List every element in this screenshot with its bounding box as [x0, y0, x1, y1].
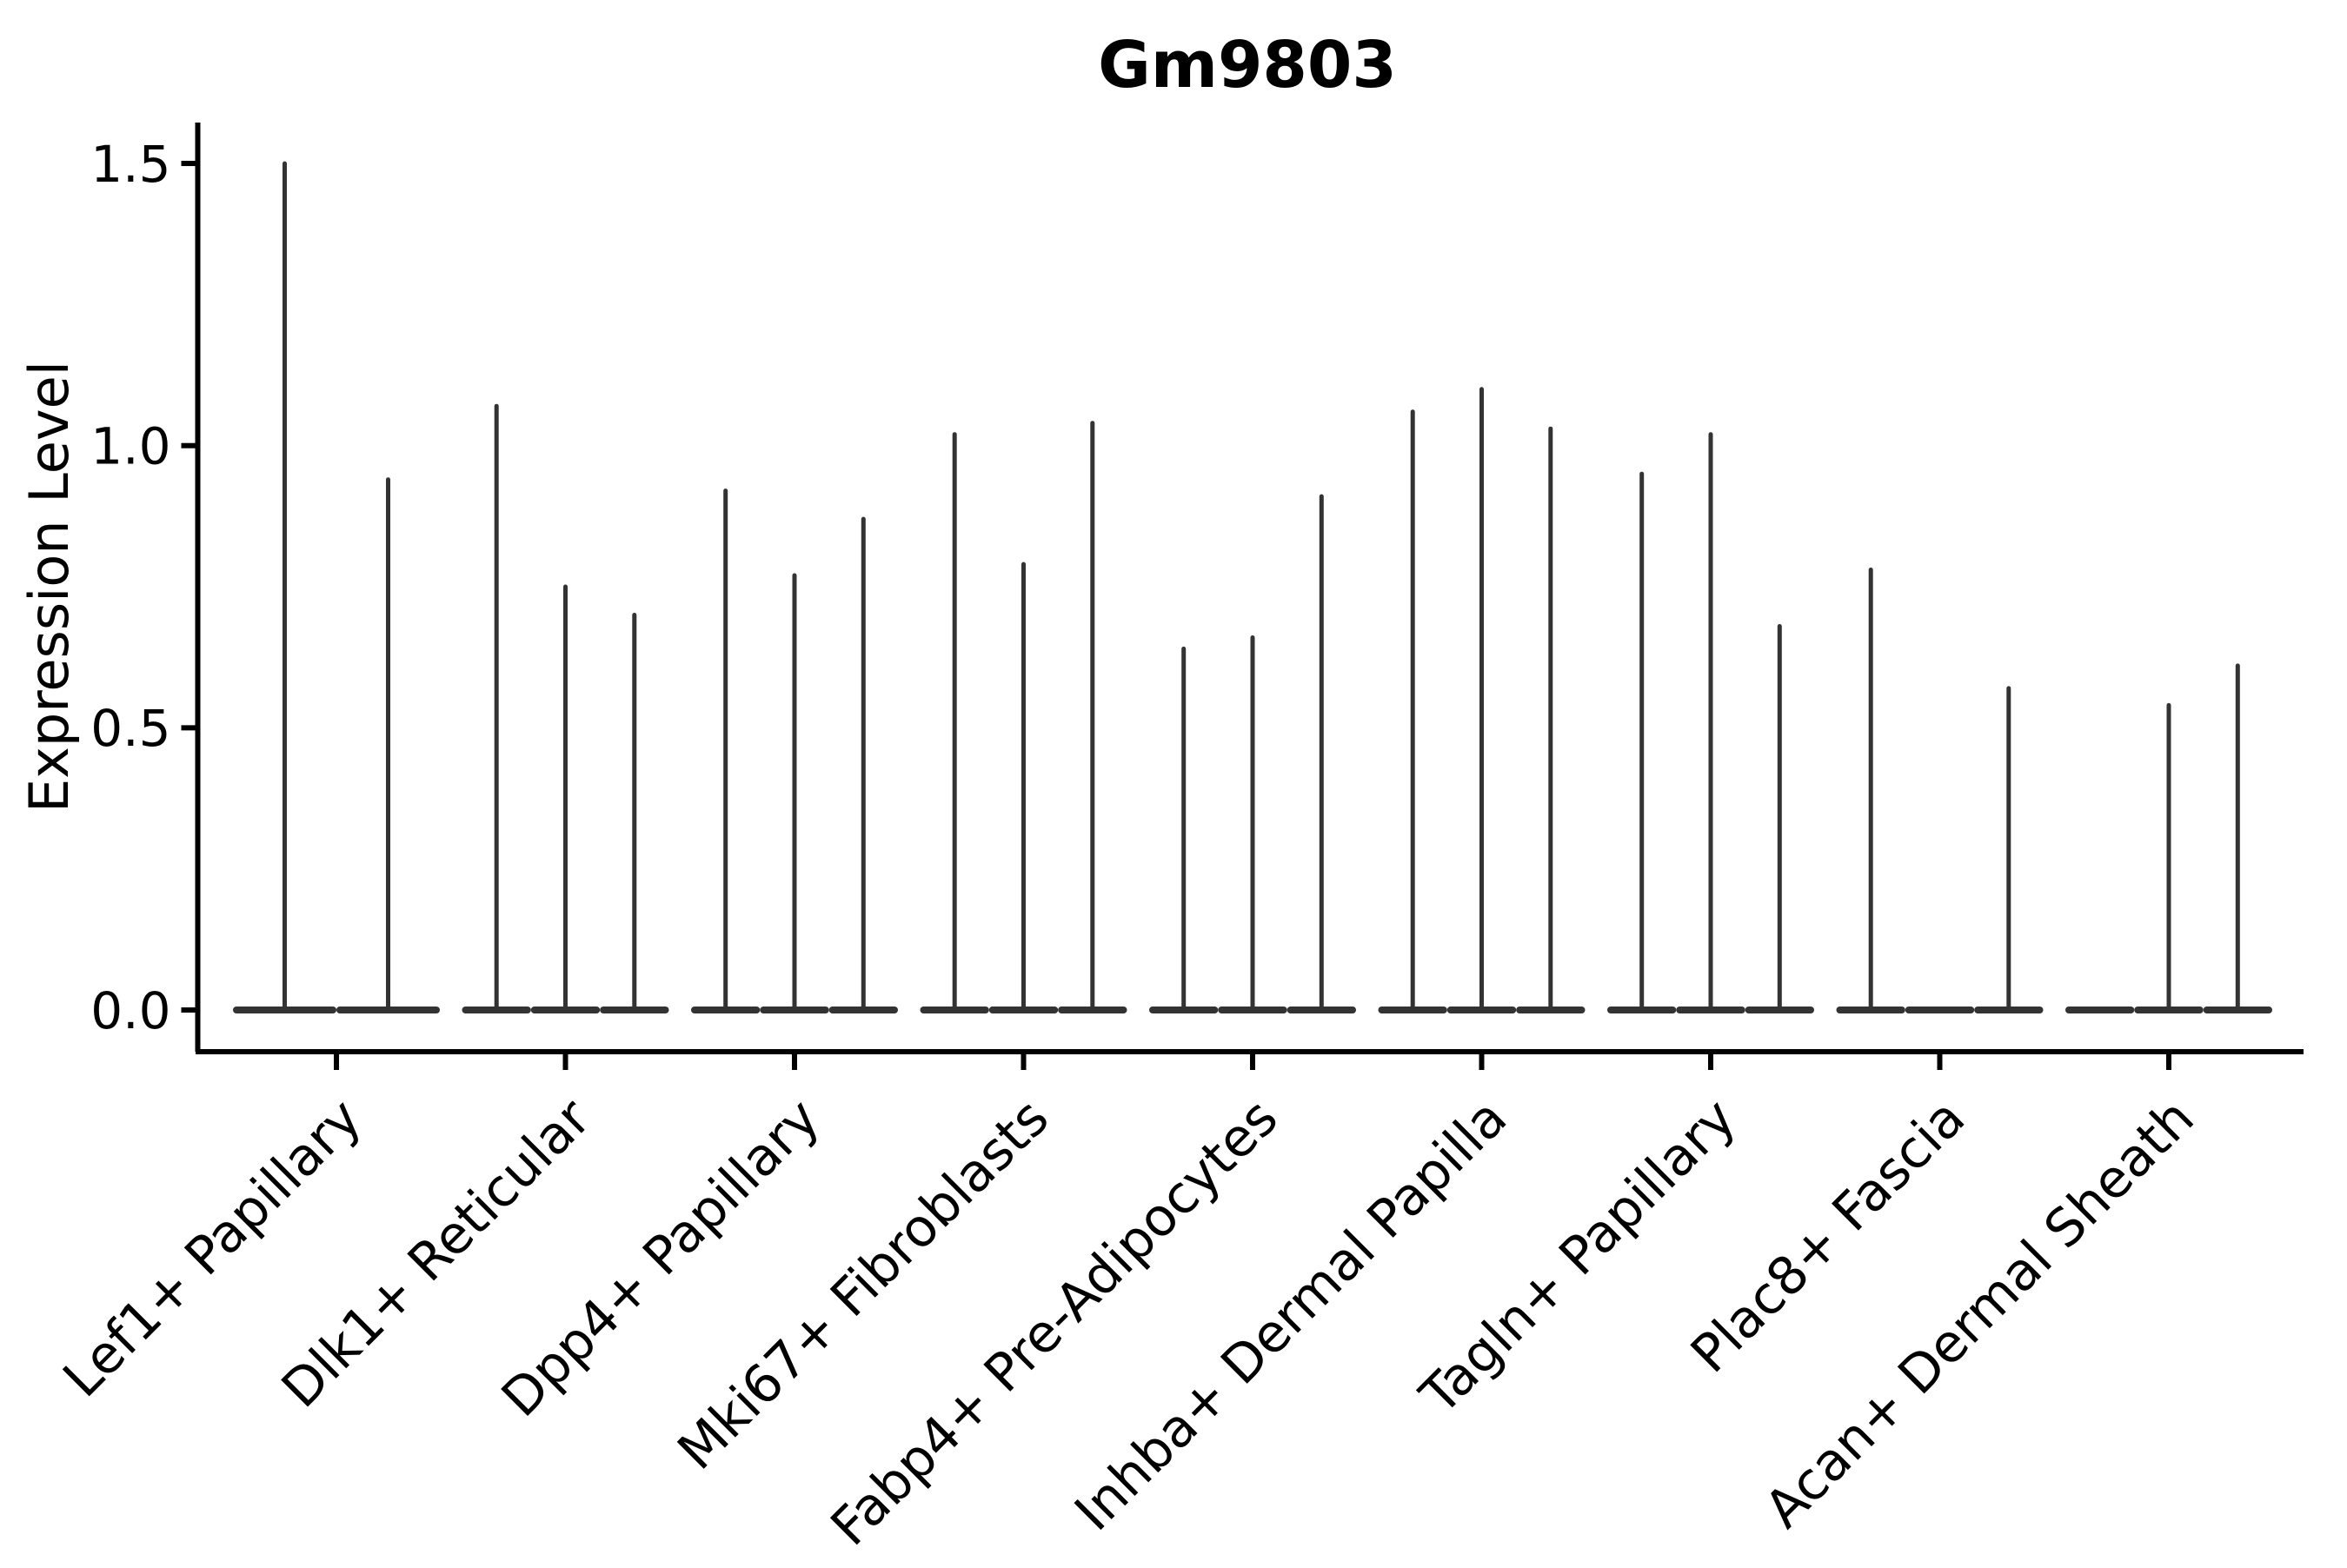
- y-ticks: 0.0 0.5 1.0 1.5: [90, 135, 196, 1040]
- chart-title: Gm9803: [1098, 28, 1397, 103]
- y-tick-label: 0.0: [90, 981, 170, 1040]
- violins-layer: [233, 161, 2272, 1013]
- y-tick-label: 0.5: [90, 699, 170, 758]
- axes-layer: [195, 123, 2304, 1054]
- y-axis-label: Expression Level: [17, 361, 81, 813]
- y-tick-label: 1.5: [90, 135, 170, 194]
- y-tick-label: 1.0: [90, 417, 170, 476]
